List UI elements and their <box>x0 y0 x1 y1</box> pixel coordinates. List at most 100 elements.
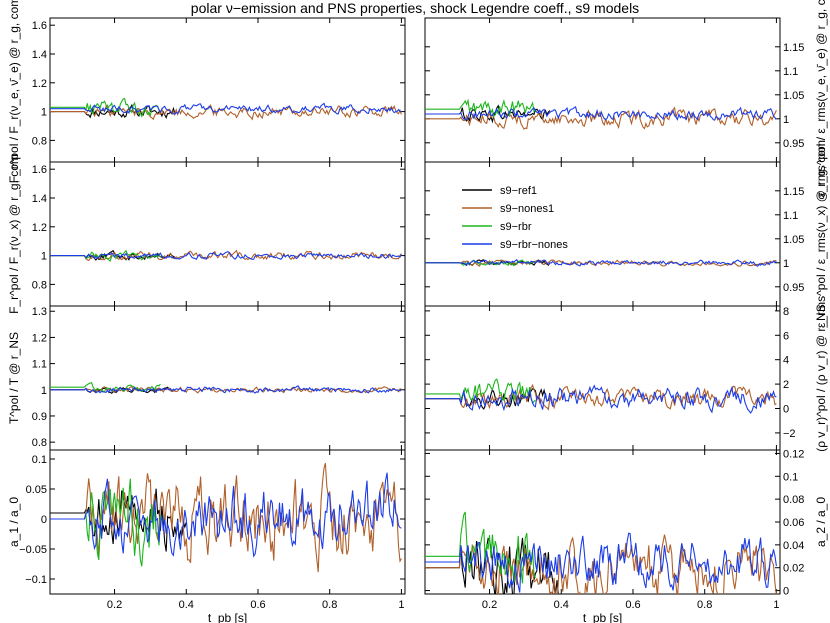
ytick-label: 0.8 <box>32 279 47 291</box>
legend-label: s9−nones1 <box>500 203 554 215</box>
xlabel: t_pb [s] <box>208 611 247 623</box>
series-group <box>425 258 777 267</box>
ytick-label: 1.2 <box>32 222 47 234</box>
ytick-label: 1.4 <box>32 193 47 205</box>
ytick-label: 0.1 <box>783 471 798 483</box>
ylabel-r4c2: a_2 / a_0 <box>814 497 828 547</box>
ylabel-r3c2: (ρ v_r)^pol / (ρ v_r) @ r_NS <box>814 304 828 451</box>
series-line-2 <box>50 382 161 393</box>
panel-r4c1: −0.1 −0.05 0 0.05 0.1 0.2 0.4 0.6 0.8 1 a_1 / a_0 <box>7 449 406 611</box>
ytick-label: 0.8 <box>32 437 47 449</box>
series-line-3 <box>50 472 402 558</box>
series-line-3 <box>425 384 777 414</box>
series-line-3 <box>50 102 402 115</box>
ytick-label: 4 <box>783 355 789 367</box>
ytick-label: −0.1 <box>25 574 47 586</box>
xtick-label: 1 <box>773 599 779 611</box>
panel-frame <box>49 449 406 595</box>
series-line-2 <box>50 98 161 118</box>
chart-title: polar ν−emission and PNS properties, sho… <box>191 0 639 16</box>
xtick-label: 0.2 <box>107 599 122 611</box>
series-line-1 <box>50 249 402 262</box>
legend-label: s9−ref1 <box>500 185 537 197</box>
series-line-3 <box>425 258 777 267</box>
ytick-label: 0.04 <box>783 540 804 552</box>
panel-r2c1: 0.8 1 1.2 1.4 1.6 F_r^pol / F_r(ν_x) @ r_g, c… <box>7 154 406 314</box>
series-line-1 <box>425 534 777 594</box>
xtick-label: 0.8 <box>322 599 337 611</box>
panel-frame <box>424 161 781 307</box>
xtick-label: 0.6 <box>250 599 265 611</box>
series-line-3 <box>50 385 402 394</box>
series-line-1 <box>50 103 402 121</box>
panel-r4c2: 0 0.02 0.04 0.06 0.08 0.1 0.12 0.2 0.4 0.6 0.8 1 a_2… <box>424 448 828 611</box>
xtick-label: 0.6 <box>625 599 640 611</box>
series-line-2 <box>425 98 536 118</box>
panel-frame <box>424 449 781 595</box>
ylabel-r1c1: F_r^pol / F_r(ν_e, ν̄_e) @ r_g, com <box>7 0 21 183</box>
ytick-label: 1.1 <box>783 210 798 222</box>
ytick-label: 1.1 <box>32 359 47 371</box>
ytick-label: 0.9 <box>32 411 47 423</box>
ylabel-r3c1: T^pol / T @ r_NS <box>7 332 21 424</box>
ytick-label: 1 <box>783 114 789 126</box>
ytick-label: 2 <box>783 379 789 391</box>
series-line-2 <box>425 378 536 405</box>
panel-r1c2: 0.95 1 1.05 1.1 1.15 ε_rms^pol / ε_rms(ν_e, ν… <box>424 0 828 197</box>
series-group <box>50 98 402 121</box>
ytick-label: 0 <box>41 514 47 526</box>
ytick-label: 1.4 <box>32 49 47 61</box>
ylabel-r4c1: a_1 / a_0 <box>7 497 21 547</box>
series-line-0 <box>50 488 187 552</box>
ytick-label: 1.05 <box>783 234 804 246</box>
ytick-label: 1.3 <box>32 306 47 318</box>
ytick-label: 1 <box>783 258 789 270</box>
ytick-label: 1.15 <box>783 42 804 54</box>
ytick-label: 8 <box>783 306 789 318</box>
ytick-label: 6 <box>783 330 789 342</box>
ytick-label: 0.02 <box>783 563 804 575</box>
ytick-label: −2 <box>783 428 796 440</box>
ytick-label: 1.6 <box>32 164 47 176</box>
panel-r2c2: 0.95 1 1.05 1.1 1.15 ε_rms^pol / ε_rms(ν_x) @… <box>424 140 828 328</box>
panel-r3c1: 0.8 0.9 1 1.1 1.2 1.3 T^pol / T @ r_NS <box>7 305 406 451</box>
ytick-label: 0.1 <box>32 454 47 466</box>
series-group <box>425 378 777 414</box>
ytick-label: 1 <box>41 107 47 119</box>
ytick-label: 1.1 <box>783 66 798 78</box>
ytick-label: 1.05 <box>783 90 804 102</box>
panel-r1c1: 0.8 1 1.2 1.4 1.6 F_r^pol / F_r(ν_e, ν̄_e) @ … <box>7 0 406 183</box>
ylabel-r2c2: ε_rms^pol / ε_rms(ν_x) @ r_g, com <box>814 140 828 328</box>
ytick-label: 1.2 <box>32 332 47 344</box>
ytick-label: 0.12 <box>783 448 804 460</box>
xtick-label: 1 <box>398 599 404 611</box>
ytick-label: 1 <box>41 251 47 263</box>
series-group <box>50 462 402 573</box>
ytick-label: 0 <box>783 404 789 416</box>
panel-frame <box>49 161 406 307</box>
panel-frame <box>49 305 406 451</box>
series-group <box>50 249 402 262</box>
series-group <box>425 98 777 130</box>
ytick-label: 0.06 <box>783 517 804 529</box>
xtick-label: 0.4 <box>179 599 194 611</box>
panel-r3c2: −2 0 2 4 6 8 (ρ v_r)^pol / (ρ v_r) @ r_NS <box>424 304 828 452</box>
xtick-label: 0.8 <box>697 599 712 611</box>
ylabel-r2c1: F_r^pol / F_r(ν_x) @ r_g, com <box>7 154 21 314</box>
ytick-label: 0.95 <box>783 138 804 150</box>
series-line-3 <box>425 106 777 121</box>
series-group <box>50 382 402 395</box>
ytick-label: 1.2 <box>32 78 47 90</box>
xlabel: t_pb [s] <box>583 611 622 623</box>
legend: s9−ref1 s9−nones1 s9−rbr s9−rbr−nones <box>462 185 568 251</box>
ytick-label: 0.95 <box>783 282 804 294</box>
series-line-3 <box>425 532 777 593</box>
ytick-label: 0 <box>783 586 789 598</box>
ylabel-r1c2: ε_rms^pol / ε_rms(ν_e, ν̄_e) @ r_g, com <box>814 0 828 197</box>
panel-grid: 0.8 1 1.2 1.4 1.6 F_r^pol / F_r(ν_e, ν̄_e) @ … <box>7 0 828 623</box>
xtick-label: 0.4 <box>554 599 569 611</box>
panel-frame <box>424 305 781 451</box>
ytick-label: 1.6 <box>32 20 47 32</box>
series-line-1 <box>425 259 777 267</box>
